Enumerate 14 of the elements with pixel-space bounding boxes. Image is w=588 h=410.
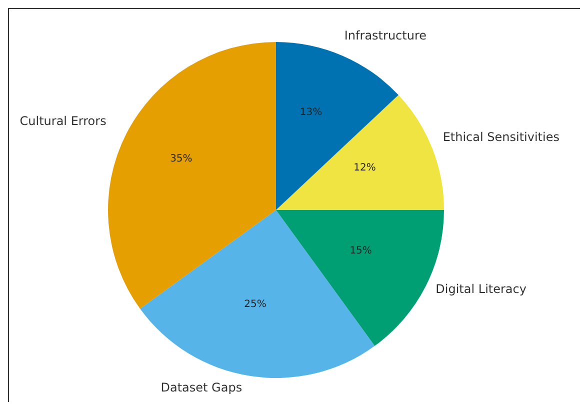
pie-slice: [276, 42, 398, 210]
slice-label: Dataset Gaps: [160, 380, 242, 395]
data-label: 25%: [244, 299, 266, 310]
data-label: 13%: [300, 106, 322, 118]
pie-slice: [108, 42, 276, 309]
slice-label: Digital Literacy: [436, 282, 526, 296]
slice-label: Cultural Errors: [20, 114, 106, 128]
data-label: 12%: [354, 162, 376, 174]
pie-slice: [140, 210, 375, 378]
data-label: 35%: [170, 154, 192, 165]
slice-label: Ethical Sensitivities: [442, 130, 560, 144]
slice-label: Infrastructure: [344, 28, 427, 42]
pie-slice: [276, 94, 444, 210]
data-label: 15%: [350, 245, 372, 256]
